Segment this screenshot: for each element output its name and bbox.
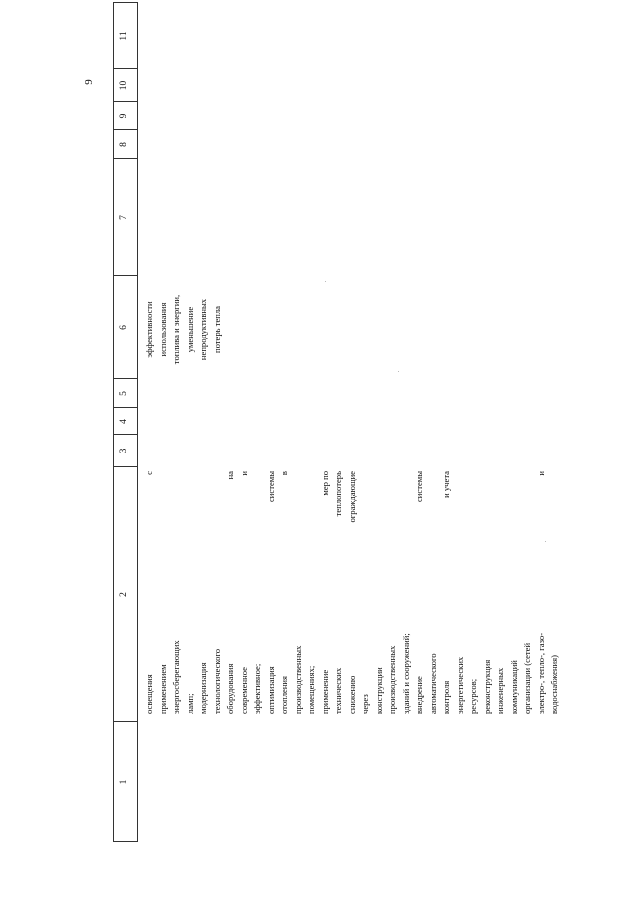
text-line: технологического xyxy=(211,471,225,714)
column-header-3: 3 xyxy=(119,448,129,454)
text-line: отопления в xyxy=(278,471,292,714)
text-line: освещения с xyxy=(143,471,157,714)
text-line: потерь тепла xyxy=(211,306,222,353)
column-6-text: эффективности использования топлива и энер… xyxy=(143,279,224,380)
text-line: оборудования на xyxy=(224,471,238,714)
text-line-left: применение xyxy=(319,669,330,714)
column-header-4: 4 xyxy=(119,419,129,424)
text-line-left: применением xyxy=(157,664,168,714)
text-line: ламп; xyxy=(184,471,198,714)
text-line: энергетических xyxy=(454,471,468,714)
text-line: энергосберегающих xyxy=(170,471,184,714)
text-line-left: водоснабжения) xyxy=(549,655,559,714)
text-line-left: технических xyxy=(333,667,343,714)
text-line: реконструкция xyxy=(481,471,495,714)
text-line-left: ламп; xyxy=(184,693,195,714)
text-line: производственных xyxy=(292,471,306,714)
text-line: ресурсов; xyxy=(467,471,481,714)
text-line-left: технологического xyxy=(211,648,222,714)
text-line-left: энергетических xyxy=(454,656,465,714)
text-line-left: снижению xyxy=(346,675,357,714)
text-line-right: в xyxy=(279,471,289,476)
text-line: конструкции xyxy=(373,471,387,714)
text-line: непродуктивных xyxy=(198,298,208,361)
text-line: автоматического xyxy=(427,471,441,714)
column-header-6: 6 xyxy=(119,325,129,330)
text-line-right: системы xyxy=(265,471,276,503)
text-line: топлива и энергии, xyxy=(171,294,181,365)
rotated-table: 1 2 3 4 5 6 7 8 9 10 11 освещения с примен… xyxy=(113,2,573,842)
text-line-left: организации (сетей xyxy=(522,642,532,714)
text-line-right: и учета xyxy=(441,471,451,498)
text-line-right: ограждающие xyxy=(346,471,357,523)
column-header-11: 11 xyxy=(119,31,129,41)
text-line-left: автоматического xyxy=(427,653,438,714)
text-line-left: оптимизация xyxy=(265,666,276,714)
text-line-left: контроля xyxy=(441,680,451,714)
text-line-left: модернизация xyxy=(198,662,208,714)
text-line: оптимизация системы xyxy=(265,471,279,714)
page-number: 9 xyxy=(82,79,95,85)
text-line: применение мер по xyxy=(319,471,333,714)
text-line: помещениях; xyxy=(305,471,319,714)
column-header-10: 10 xyxy=(119,80,129,91)
text-line-left: современное xyxy=(238,667,249,714)
text-line-left: инженерных xyxy=(495,667,505,714)
text-line-left: внедрение xyxy=(414,676,424,714)
text-line-right: системы xyxy=(414,471,424,503)
column-header-5: 5 xyxy=(119,391,129,396)
text-line: водоснабжения) xyxy=(548,471,562,714)
text-line-left: конструкции xyxy=(373,667,384,714)
text-line: современное и xyxy=(238,471,252,714)
text-line: использования xyxy=(157,302,168,357)
text-line-right: и xyxy=(535,471,546,476)
text-line: электро-, тепло-, газо-и xyxy=(535,471,549,714)
text-line-left: через xyxy=(360,694,370,714)
text-line: через xyxy=(359,471,373,714)
column-2-text: освещения с применением энергосберегающих ла… xyxy=(143,471,562,714)
column-header-7: 7 xyxy=(119,215,129,220)
text-line: инженерных xyxy=(494,471,508,714)
text-line-right: мер по xyxy=(319,471,330,496)
scan-speck xyxy=(398,371,399,372)
text-line: коммуникаций xyxy=(508,471,522,714)
text-line: эффективности xyxy=(144,301,154,358)
text-line-right: на xyxy=(225,471,235,480)
text-line: модернизация xyxy=(197,471,211,714)
scan-speck xyxy=(545,541,546,542)
text-line-left: помещениях; xyxy=(306,665,316,714)
text-line: снижению ограждающие xyxy=(346,471,360,714)
text-line-left: коммуникаций xyxy=(508,660,519,714)
text-line-left: отопления xyxy=(279,676,289,714)
text-line-left: освещения xyxy=(144,674,154,714)
column-header-8: 8 xyxy=(119,142,129,147)
column-header-9: 9 xyxy=(119,113,129,119)
text-line: уменьшение xyxy=(184,306,195,353)
text-line-right: и xyxy=(238,471,249,476)
text-line-left: производственных xyxy=(292,645,303,714)
text-line: внедрение системы xyxy=(413,471,427,714)
scan-speck xyxy=(325,281,326,282)
text-line: зданий и сооружений; xyxy=(400,471,414,714)
text-line-left: производственных xyxy=(387,645,397,714)
text-line-left: электро-, тепло-, газо- xyxy=(535,632,546,714)
text-line: технических теплопотерь xyxy=(332,471,346,714)
column-header-2: 2 xyxy=(119,592,129,597)
text-line: эффективное; xyxy=(251,471,265,714)
text-line: производственных xyxy=(386,471,400,714)
text-line: организации (сетей xyxy=(521,471,535,714)
table-header-border xyxy=(137,2,138,842)
text-line-left: оборудования xyxy=(225,663,235,714)
text-line: применением xyxy=(157,471,171,714)
text-line-right: теплопотерь xyxy=(333,471,343,517)
text-line: контроля и учета xyxy=(440,471,454,714)
text-line-left: энергосберегающих xyxy=(171,640,181,714)
text-line-left: зданий и сооружений; xyxy=(400,633,411,714)
text-line-right: с xyxy=(144,471,154,475)
column-header-1: 1 xyxy=(119,779,129,785)
text-line-left: реконструкция xyxy=(481,659,492,714)
text-line-left: ресурсов; xyxy=(468,678,478,714)
text-line-left: эффективное; xyxy=(252,663,262,714)
